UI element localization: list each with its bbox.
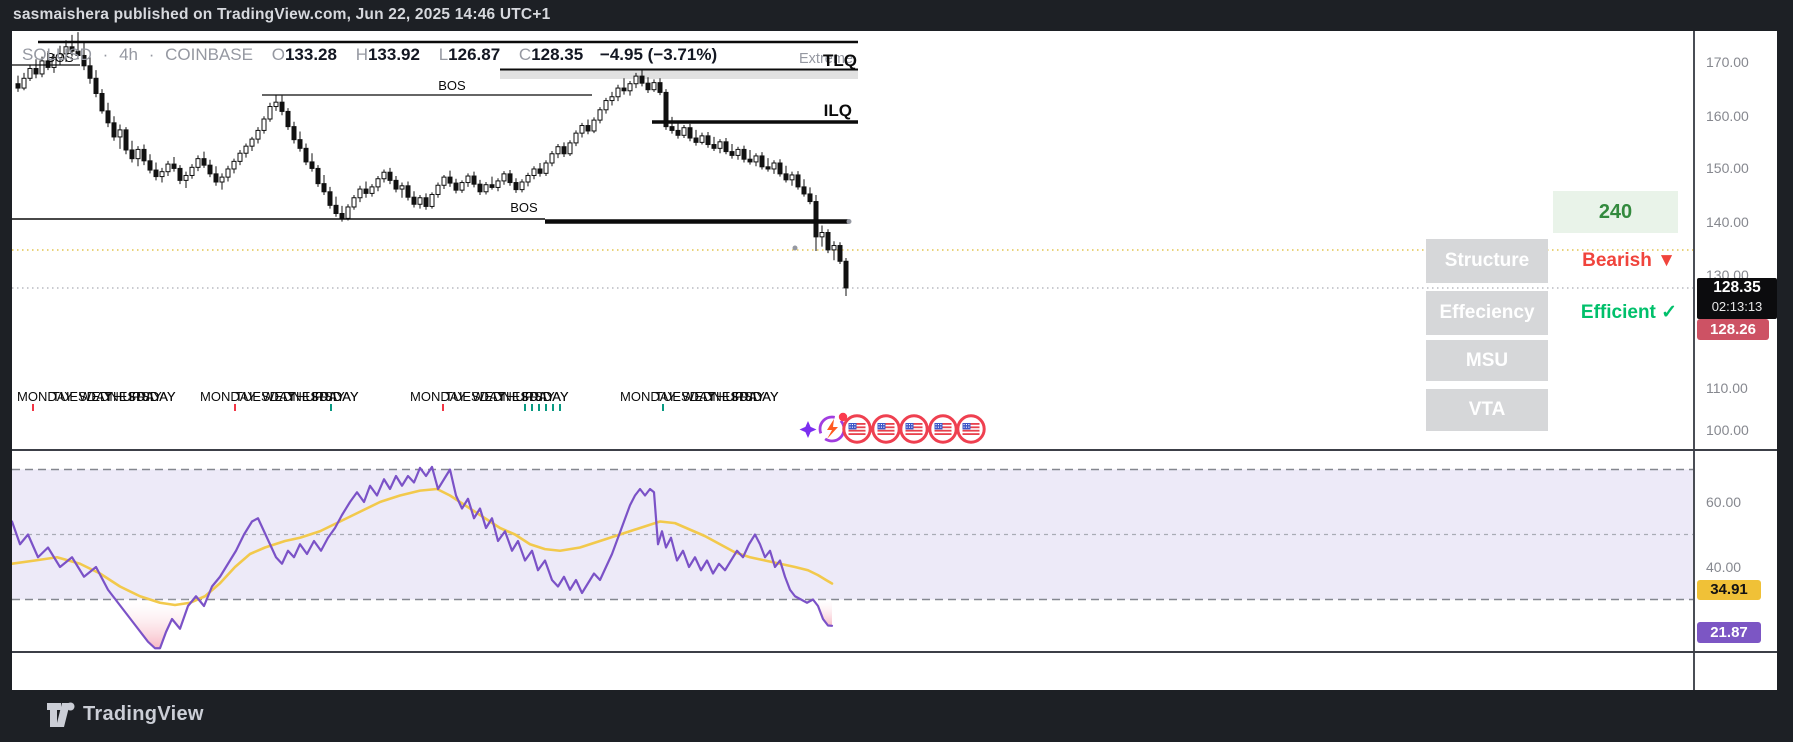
signal-value-badge: 34.91: [1697, 580, 1761, 600]
bos-label: BOS: [510, 200, 538, 215]
us-flag-event-icon[interactable]: [928, 414, 958, 444]
indicator-pane-canvas[interactable]: [12, 450, 1777, 659]
panel-label-effeciency: Effeciency: [1426, 291, 1548, 335]
day-name-text: TUESDAY: [655, 389, 716, 404]
day-name-text: THURSDAY: [105, 389, 176, 404]
publisher-text: sasmaishera published on TradingView.com…: [13, 6, 551, 23]
day-name-text: MONDAY: [17, 389, 74, 404]
brand-name[interactable]: TradingView: [83, 703, 204, 725]
legend-separator: ·: [102, 45, 109, 64]
ohlc-close: C128.35: [518, 45, 584, 64]
panel-label-msu: MSU: [1426, 340, 1548, 381]
day-name-text: WEDNESDAY: [262, 389, 345, 404]
price-axis-border: [1693, 31, 1695, 690]
day-name-text: TUESDAY: [235, 389, 296, 404]
day-name-text: FRIDAY: [522, 389, 569, 404]
tradingview-logo-icon[interactable]: [46, 702, 76, 728]
day-of-week-ribbon: MONDAY TUESDAY WEDNESDAY THURSDAY FRIDAY MOND…: [12, 389, 1692, 415]
day-name-text: WEDNESDAY: [682, 389, 765, 404]
session-tick: [531, 404, 533, 411]
bar-countdown: 02:13:13: [1711, 299, 1763, 314]
oversold-fill: [818, 599, 832, 626]
tlq-label: TLQ: [823, 51, 857, 70]
day-name-text: TUESDAY: [445, 389, 506, 404]
indicator-axis-label: 40.00: [1706, 559, 1742, 575]
day-name-text: THURSDAY: [708, 389, 779, 404]
day-name-text: TUESDAY: [52, 389, 113, 404]
ilq-label: ILQ: [824, 101, 852, 120]
chart-area[interactable]: Extreme TLQ ILQ BOS BOS BOS SOLUSD · 4h · COI…: [12, 31, 1777, 690]
pane-separator[interactable]: [12, 651, 1777, 653]
day-name-text: FRIDAY: [129, 389, 176, 404]
day-name-text: MONDAY: [620, 389, 677, 404]
time-axis[interactable]: 28Jun4710131619222528Jul4710131619: [12, 684, 1777, 690]
panel-value-effeciency: Efficient ✓: [1580, 302, 1678, 323]
oscillator-line: [12, 465, 834, 650]
day-name-text: MONDAY: [410, 389, 467, 404]
day-name-text: WEDNESDAY: [79, 389, 162, 404]
panel-label-vta: VTA: [1426, 389, 1548, 431]
oscillator-value-badge: 21.87: [1697, 622, 1761, 643]
price-axis-label: 100.00: [1706, 422, 1749, 438]
symbol-name[interactable]: SOLUSD: [22, 45, 92, 64]
panel-value-structure: Bearish ▼: [1582, 250, 1676, 271]
exchange-label: COINBASE: [165, 45, 253, 64]
legend-separator: ·: [148, 45, 155, 64]
us-flag-event-icon[interactable]: [842, 414, 872, 444]
symbol-legend[interactable]: SOLUSD · 4h · COINBASE O133.28 H133.92 L…: [22, 45, 717, 65]
ohlc-open: O133.28: [271, 45, 337, 64]
oversold-fill: [118, 599, 188, 649]
ohlc-low: L126.87: [438, 45, 501, 64]
day-name-text: WEDNESDAY: [472, 389, 555, 404]
us-flag-event-icon[interactable]: [871, 414, 901, 444]
price-axis-label: 140.00: [1706, 214, 1749, 230]
day-name-text: THURSDAY: [498, 389, 569, 404]
session-tick: [32, 404, 34, 411]
bos-label: BOS: [46, 50, 74, 65]
timeframe-label[interactable]: 4h: [119, 45, 138, 64]
session-tick: [442, 404, 444, 411]
last-price-badge: 128.35 02:13:13: [1697, 278, 1777, 319]
notification-dot: [838, 412, 848, 422]
session-tick: [538, 404, 540, 411]
last-price-value: 128.35: [1713, 279, 1761, 296]
session-tick: [662, 404, 664, 411]
session-tick: [234, 404, 236, 411]
day-name-text: THURSDAY: [288, 389, 359, 404]
change-label: −4.95 (−3.71%): [599, 45, 718, 64]
session-tick: [559, 404, 561, 411]
tlq-zone: [500, 70, 858, 79]
candles: [15, 32, 849, 297]
session-tick: [330, 404, 332, 411]
us-flag-event-icon[interactable]: [956, 414, 986, 444]
price-axis-label: 110.00: [1706, 380, 1748, 396]
timeframe-badge-240: 240: [1553, 191, 1678, 233]
publisher-bar: sasmaishera published on TradingView.com…: [0, 0, 1793, 31]
session-tick: [545, 404, 547, 411]
us-flag-event-icon[interactable]: [899, 414, 929, 444]
pane-separator[interactable]: [12, 449, 1777, 451]
price-axis-label: 160.00: [1706, 108, 1749, 124]
price-axis-label: 170.00: [1706, 54, 1749, 70]
indicator-axis-label: 60.00: [1706, 494, 1742, 510]
lightning-icon: [827, 419, 838, 439]
day-name-text: FRIDAY: [732, 389, 779, 404]
panel-label-structure: Structure: [1426, 239, 1548, 283]
extreme-label: Extreme: [799, 51, 853, 67]
event-icons: [799, 412, 986, 444]
day-name-text: MONDAY: [200, 389, 257, 404]
session-tick: [524, 404, 526, 411]
sparkle-icon: [799, 421, 817, 438]
bos-label: BOS: [438, 78, 466, 93]
session-tick: [552, 404, 554, 411]
close-price-badge: 128.26: [1697, 319, 1769, 340]
ohlc-high: H133.92: [355, 45, 420, 64]
price-axis-label: 150.00: [1706, 160, 1749, 176]
brand-bar: TradingView: [0, 690, 1793, 742]
day-name-text: FRIDAY: [312, 389, 359, 404]
